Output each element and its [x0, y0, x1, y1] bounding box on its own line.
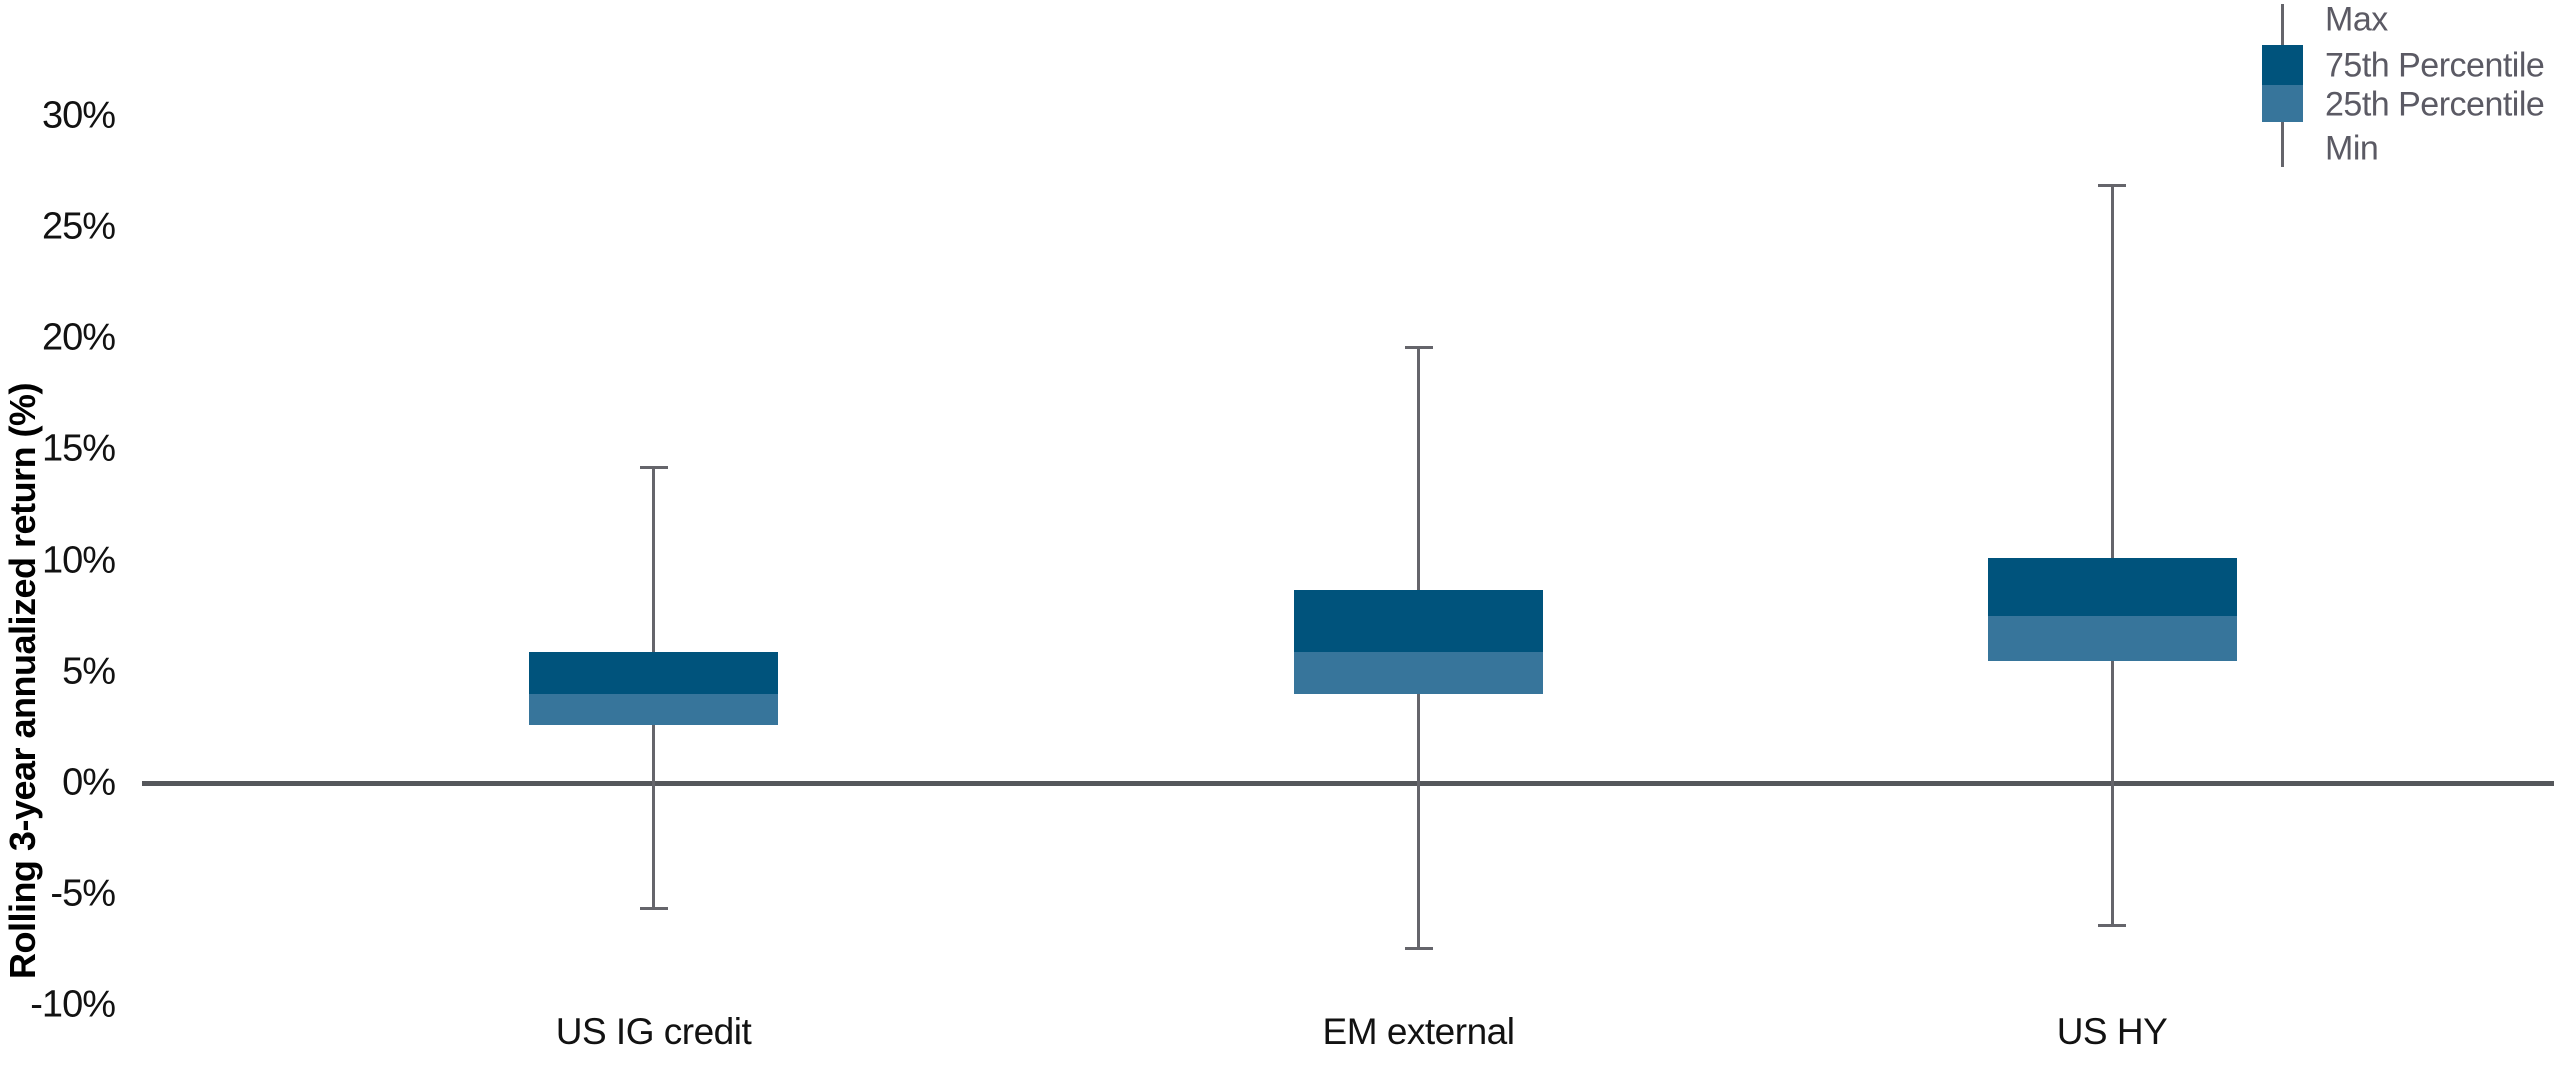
- category-label: US IG credit: [555, 1011, 752, 1052]
- legend-item-min: Min: [2325, 129, 2379, 168]
- whisker-cap-max: [1404, 346, 1433, 350]
- box-75th-to-median: [529, 651, 778, 695]
- whisker-cap-min: [2098, 924, 2126, 928]
- y-tick-label: 25%: [41, 205, 116, 248]
- y-tick-label: 0%: [62, 761, 116, 804]
- y-tick-label: 10%: [41, 539, 116, 582]
- box-75th-to-median: [1987, 558, 2237, 617]
- box-median-to-25th: [529, 694, 778, 726]
- y-tick-label: 30%: [41, 94, 116, 137]
- y-tick-label: 15%: [41, 427, 116, 470]
- y-tick-label: 5%: [62, 650, 116, 693]
- legend-75th-box-icon: [2262, 45, 2303, 85]
- whisker-cap-max: [2098, 183, 2126, 187]
- category-label: EM external: [1322, 1011, 1515, 1052]
- whisker-cap-min: [1404, 946, 1433, 950]
- legend-item-25th: 25th Percentile: [2325, 85, 2545, 124]
- y-tick-label: -5%: [50, 872, 116, 915]
- x-axis-zero-line: [142, 781, 2554, 786]
- whisker-cap-max: [639, 466, 668, 470]
- whisker-cap-min: [639, 906, 668, 910]
- y-tick-label: 20%: [41, 316, 116, 359]
- legend-25th-box-icon: [2262, 85, 2303, 122]
- legend-item-75th: 75th Percentile: [2325, 46, 2545, 85]
- legend-item-max: Max: [2325, 0, 2388, 39]
- box-75th-to-median: [1294, 589, 1543, 652]
- legend-whisker-bottom-icon: [2281, 122, 2284, 167]
- box-median-to-25th: [1294, 651, 1543, 695]
- legend: Max 75th Percentile 25th Percentile Min: [2245, 0, 2560, 175]
- box-median-to-25th: [1987, 616, 2237, 661]
- category-label: US HY: [2056, 1011, 2168, 1052]
- whisker-line: [2110, 184, 2114, 926]
- y-tick-label: -10%: [30, 983, 116, 1026]
- legend-whisker-top-icon: [2281, 4, 2284, 45]
